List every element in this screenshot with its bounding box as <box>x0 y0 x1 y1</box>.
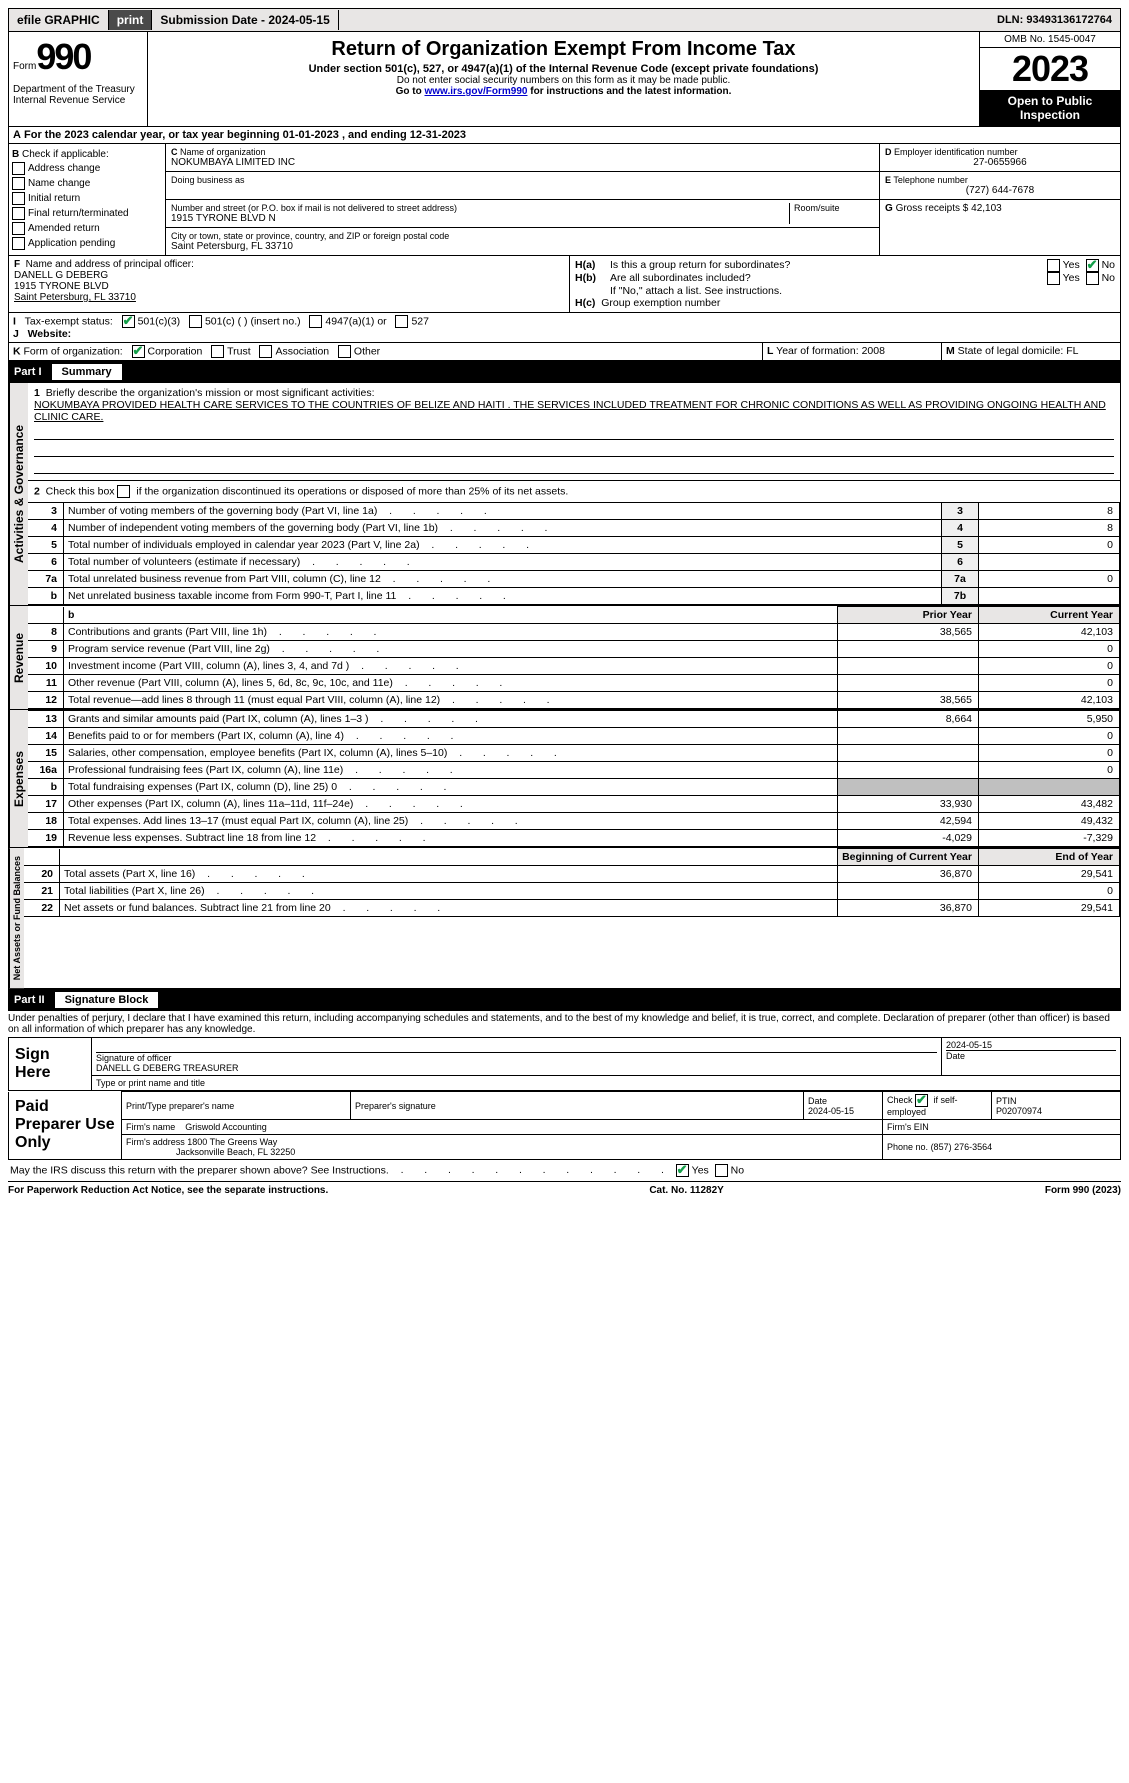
tax-year: 2023 <box>980 48 1120 90</box>
declaration: Under penalties of perjury, I declare th… <box>8 1011 1121 1037</box>
page-footer: For Paperwork Reduction Act Notice, see … <box>8 1182 1121 1199</box>
ptin: P02070974 <box>996 1106 1042 1116</box>
form-label: Form <box>13 61 36 72</box>
klm-block: K Form of organization: Corporation Trus… <box>8 343 1121 361</box>
officer-sig: DANELL G DEBERG TREASURER <box>96 1063 239 1073</box>
prep-phone: (857) 276-3564 <box>931 1142 993 1152</box>
activities-section: Activities & Governance 1 Briefly descri… <box>8 383 1121 606</box>
telephone: (727) 644-7678 <box>885 185 1115 196</box>
netassets-table: Beginning of Current Year End of Year 20… <box>24 848 1120 917</box>
identity-block: B Check if applicable: Address change Na… <box>8 144 1121 256</box>
domicile: FL <box>1066 345 1078 357</box>
sign-block: Sign Here Signature of officer DANELL G … <box>8 1037 1121 1091</box>
ag-table: 3Number of voting members of the governi… <box>28 502 1120 605</box>
ein: 27-0655966 <box>885 157 1115 168</box>
org-city: Saint Petersburg, FL 33710 <box>171 241 874 252</box>
check-pending: Application pending <box>12 237 162 250</box>
print-button[interactable]: print <box>109 10 153 30</box>
part1-header: Part I Summary <box>8 361 1121 383</box>
check-name: Name change <box>12 177 162 190</box>
firm-name: Griswold Accounting <box>185 1122 267 1132</box>
vert-na: Net Assets or Fund Balances <box>9 848 24 988</box>
part2-header: Part II Signature Block <box>8 989 1121 1011</box>
revenue-table: b Prior Year Current Year 8Contributions… <box>28 606 1120 709</box>
vert-exp: Expenses <box>9 710 28 847</box>
vert-rev: Revenue <box>9 606 28 709</box>
year-formation: 2008 <box>862 345 885 357</box>
efile-label: efile GRAPHIC <box>9 10 109 30</box>
vert-ag: Activities & Governance <box>9 383 28 605</box>
irs-link[interactable]: www.irs.gov/Form990 <box>424 86 527 97</box>
status-block: I Tax-exempt status: 501(c)(3) 501(c) ( … <box>8 313 1121 343</box>
public-inspection: Open to Public Inspection <box>980 90 1120 126</box>
section-deg: D Employer identification number 27-0655… <box>880 144 1120 255</box>
header-right: OMB No. 1545-0047 2023 Open to Public In… <box>979 32 1120 126</box>
officer-block: F Name and address of principal officer:… <box>8 256 1121 313</box>
netassets-section: Net Assets or Fund Balances Beginning of… <box>8 848 1121 989</box>
paid-preparer-block: Paid Preparer Use Only Print/Type prepar… <box>8 1091 1121 1160</box>
section-h: H(a)Is this a group return for subordina… <box>570 256 1120 312</box>
submission-date: Submission Date - 2024-05-15 <box>152 10 338 30</box>
check-amended: Amended return <box>12 222 162 235</box>
topbar: efile GRAPHIC print Submission Date - 20… <box>8 8 1121 32</box>
org-name: NOKUMBAYA LIMITED INC <box>171 157 874 168</box>
dln: DLN: 93493136172764 <box>989 11 1120 29</box>
form-header: Form990 Department of the Treasury Inter… <box>8 32 1121 127</box>
org-address: 1915 TYRONE BLVD N <box>171 213 789 224</box>
form-title: Return of Organization Exempt From Incom… <box>152 38 975 61</box>
form-subtitle: Under section 501(c), 527, or 4947(a)(1)… <box>152 63 975 75</box>
officer-name: DANELL G DEBERG <box>14 270 564 281</box>
line-a: A For the 2023 calendar year, or tax yea… <box>8 127 1121 144</box>
period-text: A For the 2023 calendar year, or tax yea… <box>9 127 1120 143</box>
check-address: Address change <box>12 162 162 175</box>
expenses-section: Expenses 13Grants and similar amounts pa… <box>8 710 1121 848</box>
expenses-table: 13Grants and similar amounts paid (Part … <box>28 710 1120 847</box>
check-initial: Initial return <box>12 192 162 205</box>
section-b: B Check if applicable: Address change Na… <box>9 144 166 255</box>
form-number-block: Form990 Department of the Treasury Inter… <box>9 32 148 126</box>
gross-receipts: 42,103 <box>971 203 1002 214</box>
goto-note: Go to www.irs.gov/Form990 for instructio… <box>152 86 975 97</box>
ssn-note: Do not enter social security numbers on … <box>152 75 975 86</box>
form-number: 990 <box>36 36 90 77</box>
section-c: C Name of organization NOKUMBAYA LIMITED… <box>166 144 880 255</box>
check-final: Final return/terminated <box>12 207 162 220</box>
discuss-line: May the IRS discuss this return with the… <box>8 1160 1121 1182</box>
mission-text: NOKUMBAYA PROVIDED HEALTH CARE SERVICES … <box>34 399 1114 423</box>
header-mid: Return of Organization Exempt From Incom… <box>148 32 979 126</box>
dept-label: Department of the Treasury Internal Reve… <box>13 84 143 106</box>
omb-number: OMB No. 1545-0047 <box>980 32 1120 48</box>
sign-date: 2024-05-15 <box>946 1040 992 1050</box>
revenue-section: Revenue b Prior Year Current Year 8Contr… <box>8 606 1121 710</box>
